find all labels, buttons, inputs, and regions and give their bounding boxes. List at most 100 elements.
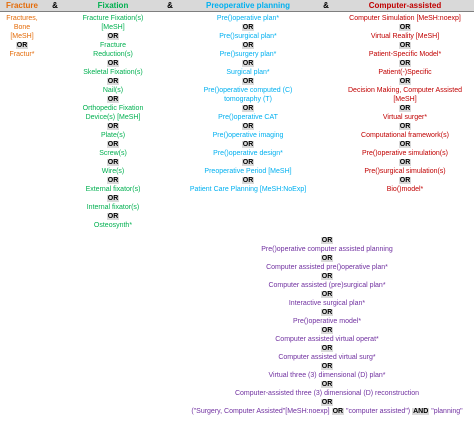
preoperative-planning-column: Pre()operative plan* OR Pre()surgical pl… — [180, 14, 316, 194]
header-fracture: Fracture — [0, 0, 44, 11]
or-operator: OR — [106, 60, 120, 67]
or-operator: OR — [320, 273, 334, 280]
term: Pre()operative design* — [213, 150, 283, 157]
or-operator: OR — [241, 42, 255, 49]
or-operator: OR — [106, 177, 120, 184]
or-operator: OR — [241, 159, 255, 166]
term: Virtual three (3) dimensional (D) plan* — [268, 372, 386, 379]
or-operator: OR — [320, 291, 334, 298]
or-operator: OR — [398, 141, 412, 148]
term: Fractures, Bone — [6, 15, 38, 31]
term: Internal fixator(s) — [86, 204, 140, 211]
term: Screw(s) — [99, 150, 127, 157]
computer-assisted-planning-block: OR Pre()operative computer assisted plan… — [180, 236, 474, 416]
term: Pre()operative computed (C) — [203, 87, 293, 94]
or-operator: OR — [398, 24, 412, 31]
or-operator: OR — [106, 78, 120, 85]
or-operator: OR — [106, 141, 120, 148]
term: Pre()surgical simulation(s) — [364, 168, 446, 175]
term: Computer-assisted three (3) dimensional … — [234, 390, 420, 397]
term: Fracture Fixation(s) — [82, 15, 144, 22]
or-operator: OR — [398, 159, 412, 166]
term: Pre()surgical plan* — [219, 33, 277, 40]
header-and-2: & — [160, 0, 180, 11]
or-operator: OR — [106, 123, 120, 130]
or-operator: OR — [320, 345, 334, 352]
term: Pre()operative model* — [292, 318, 362, 325]
term: "computer assisted") — [346, 408, 411, 415]
term: Surgical plan* — [226, 69, 270, 76]
term: Plate(s) — [100, 132, 126, 139]
or-operator: OR — [241, 123, 255, 130]
or-operator: OR — [398, 105, 412, 112]
header-preoperative-planning: Preoperative planning — [180, 0, 316, 11]
term: Osteosynth* — [93, 222, 133, 229]
or-operator: OR — [398, 42, 412, 49]
fixation-column: Fracture Fixation(s) [MeSH] OR Fracture … — [66, 14, 160, 230]
or-operator: OR — [241, 177, 255, 184]
or-operator: OR — [241, 60, 255, 67]
term: Computational framework(s) — [361, 132, 449, 139]
or-operator: OR — [320, 399, 334, 406]
term: Patient Care Planning [MeSH:NoExp] — [189, 186, 307, 193]
or-operator: OR — [320, 237, 334, 244]
term: Preoperative Period [MeSH] — [204, 168, 292, 175]
term: Computer assisted pre()operative plan* — [266, 264, 388, 271]
header-and-3: & — [316, 0, 336, 11]
term: Skeletal Fixation(s) — [83, 69, 143, 76]
term: tomography (T) — [224, 96, 272, 103]
term: Reduction(s) — [93, 51, 133, 58]
or-operator: OR — [241, 141, 255, 148]
term: Fractur* — [9, 51, 35, 58]
header-fixation: Fixation — [66, 0, 160, 11]
term: [MeSH] — [101, 24, 125, 31]
term: Virtual Reality [MeSH] — [370, 33, 440, 40]
or-operator: OR — [398, 78, 412, 85]
term: Computer assisted virtual surg* — [278, 354, 376, 361]
term: Wire(s) — [101, 168, 125, 175]
or-operator: OR — [320, 381, 334, 388]
term: [MeSH] — [393, 96, 417, 103]
term: [MeSH] — [10, 33, 34, 40]
term: ("Surgery, Computer Assisted"[MeSH:noexp… — [191, 408, 330, 415]
header-divider — [0, 11, 474, 12]
or-operator: OR — [331, 408, 345, 415]
term: Patient-Specific Model* — [368, 51, 442, 58]
or-operator: OR — [320, 255, 334, 262]
term: Pre()operative simulation(s) — [362, 150, 448, 157]
term: Virtual surger* — [382, 114, 428, 121]
or-operator: OR — [398, 60, 412, 67]
or-operator: OR — [241, 105, 255, 112]
or-operator: OR — [398, 177, 412, 184]
term: Pre()operative CAT — [218, 114, 278, 121]
header-computer-assisted: Computer-assisted — [336, 0, 474, 11]
term: Orthopedic Fixation — [82, 105, 144, 112]
term: Patient(-)Specific — [378, 69, 432, 76]
or-operator: OR — [106, 159, 120, 166]
term: Computer Simulation [MeSH:noexp] — [349, 15, 461, 22]
final-query-line: ("Surgery, Computer Assisted"[MeSH:noexp… — [180, 407, 474, 416]
header-and-1: & — [44, 0, 66, 11]
or-operator: OR — [320, 327, 334, 334]
term: Pre()operative computer assisted plannin… — [261, 246, 393, 253]
or-operator: OR — [241, 24, 255, 31]
term: Pre()operative plan* — [216, 15, 280, 22]
term: Bio()model* — [386, 186, 424, 193]
term: Device(s) [MeSH] — [85, 114, 141, 121]
term: Decision Making, Computer Assisted — [348, 87, 462, 94]
term: Pre()operative imaging — [212, 132, 284, 139]
or-operator: OR — [106, 96, 120, 103]
term: Computer assisted (pre)surgical plan* — [268, 282, 386, 289]
or-operator: OR — [398, 123, 412, 130]
term: Nail(s) — [102, 87, 124, 94]
term: External fixator(s) — [85, 186, 141, 193]
term: Interactive surgical plan* — [288, 300, 366, 307]
term: "planning" — [431, 408, 463, 415]
term: Computer assisted virtual operat* — [275, 336, 379, 343]
or-operator: OR — [241, 78, 255, 85]
or-operator: OR — [106, 213, 120, 220]
fracture-column: Fractures, Bone [MeSH] OR Fractur* — [0, 14, 44, 59]
term: Fracture — [99, 42, 127, 49]
or-operator: OR — [106, 33, 120, 40]
